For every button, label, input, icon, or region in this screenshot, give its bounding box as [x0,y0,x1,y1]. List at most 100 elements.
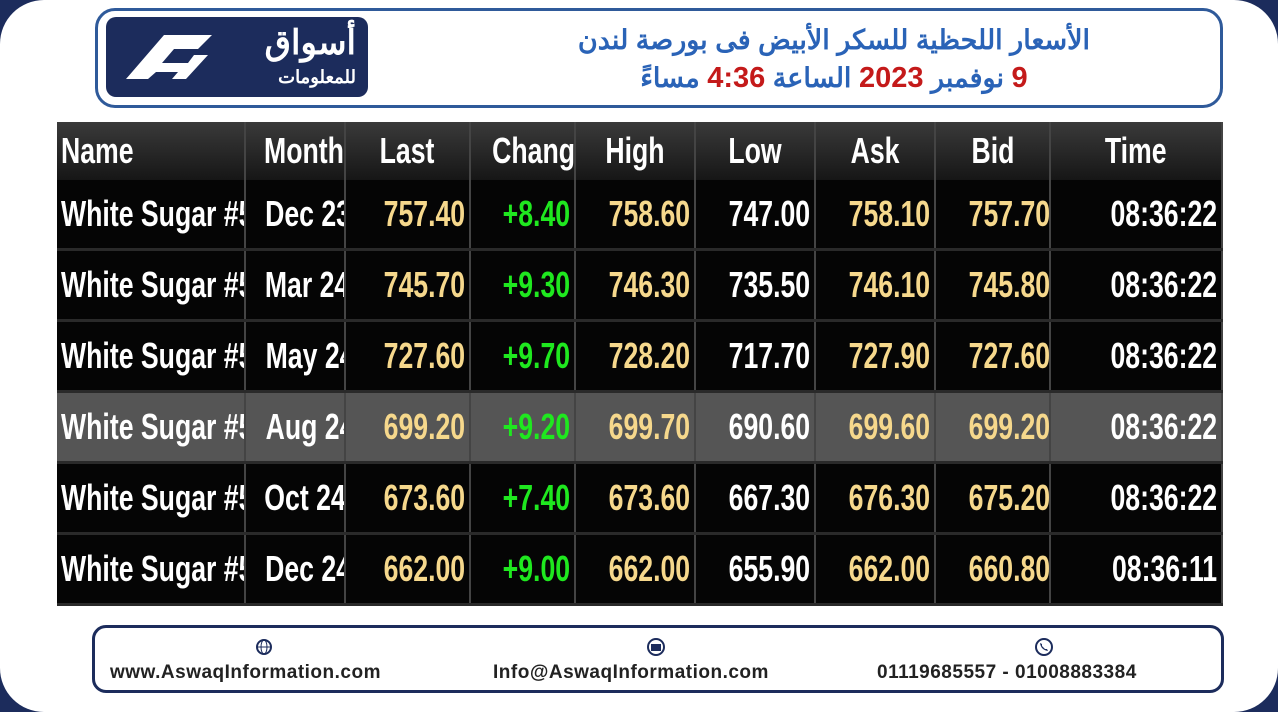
cell-text: 757.70 [968,193,1050,234]
cell-text: 717.70 [728,335,811,376]
table-cell: 673.60 [345,462,471,535]
cell-text: 757.40 [383,193,465,234]
table-cell: 08:36:22 [1050,320,1223,393]
cell-text: 667.30 [728,477,811,518]
cell-text: 08:36:22 [1110,406,1217,447]
cell-text: 758.60 [608,193,691,234]
table-cell: 746.30 [575,249,696,322]
cell-text: +9.30 [502,264,570,305]
table-cell: 675.20 [935,462,1051,535]
table-cell: 08:36:22 [1050,462,1223,535]
table-cell: 08:36:22 [1050,391,1223,464]
footer: www.AswaqInformation.com Info@AswaqInfor… [92,625,1224,693]
cell-text: 08:36:22 [1110,477,1217,518]
table-cell: 758.10 [815,180,936,251]
cell-text: 08:36:22 [1110,264,1217,305]
cell-text: 699.20 [968,406,1050,447]
table-cell: +8.40 [470,180,576,251]
column-header: Last [345,122,471,180]
cell-text: 660.80 [968,548,1050,589]
cell-text: Aug 24 [265,406,343,447]
table-cell: 727.60 [345,320,471,393]
cell-text: 08:36:11 [1111,548,1217,589]
header-text: Last [380,130,435,171]
column-header: Name [57,122,246,180]
title-part: 4:36 [707,62,766,94]
header-text: Time [1105,130,1167,171]
cell-text: Dec 24 [265,548,345,589]
table-cell: +9.00 [470,533,576,606]
cell-text: 727.60 [383,335,465,376]
title-line1: الأسعار اللحظية للسكر الأبيض فى بورصة لن… [577,25,1090,55]
cell-text: 673.60 [383,477,465,518]
website: www.AswaqInformation.com [110,662,381,683]
email: Info@AswaqInformation.com [493,662,769,683]
table-row: White Sugar #5 Dec 24 662.00 +9.00 662.00 655… [57,533,1223,606]
column-header: Change [470,122,576,180]
logo-icon [126,35,212,79]
cell-text: 699.70 [608,406,691,447]
cell-text: 746.10 [848,264,931,305]
column-header: Ask [815,122,936,180]
table-cell: 676.30 [815,462,936,535]
cell-text: 662.00 [848,548,931,589]
cell-text: 673.60 [608,477,691,518]
cell-text: May 24 [265,335,343,376]
header-text: Change [492,130,575,171]
table-cell: 662.00 [345,533,471,606]
table-cell: +7.40 [470,462,576,535]
table-cell: 673.60 [575,462,696,535]
cell-text: White Sugar #5 [61,264,245,305]
header-text: High [605,130,665,171]
cell-text: 758.10 [848,193,931,234]
table-cell: 746.10 [815,249,936,322]
phone-icon [1035,638,1053,656]
cell-text: 675.20 [968,477,1050,518]
title-part: 2023 [858,62,924,94]
table-cell: 745.70 [345,249,471,322]
cell-text: 727.90 [848,335,931,376]
table-cell: 699.20 [345,391,471,464]
cell-text: 735.50 [728,264,811,305]
price-table: Name Month Last Change High Low Ask Bid Time Whi… [57,122,1223,606]
table-cell: 699.60 [815,391,936,464]
cell-text: White Sugar #5 [61,477,245,518]
cell-text: 08:36:22 [1110,335,1217,376]
table-cell: White Sugar #5 [57,462,246,535]
table-cell: 745.80 [935,249,1051,322]
column-header: Month [245,122,346,180]
table-row: White Sugar #5 May 24 727.60 +9.70 728.20 717… [57,320,1223,393]
table-body: White Sugar #5 Dec 23 757.40 +8.40 758.60 747… [57,180,1223,606]
table-cell: 667.30 [695,462,816,535]
table-row: White Sugar #5 Oct 24 673.60 +7.40 673.60 667… [57,462,1223,535]
table-cell: 655.90 [695,533,816,606]
cell-text: 690.60 [728,406,811,447]
table-cell: 660.80 [935,533,1051,606]
table-cell: White Sugar #5 [57,320,246,393]
cell-text: Mar 24 [264,264,345,305]
email-icon [647,638,665,656]
cell-text: 655.90 [728,548,811,589]
table-cell: White Sugar #5 [57,180,246,251]
header-text: Month [264,130,344,171]
cell-text: +7.40 [502,477,570,518]
table-cell: Oct 24 [245,462,346,535]
table-cell: 747.00 [695,180,816,251]
cell-text: 727.60 [968,335,1050,376]
column-header: Low [695,122,816,180]
table-cell: 662.00 [575,533,696,606]
table-cell: 757.70 [935,180,1051,251]
table-cell: 690.60 [695,391,816,464]
cell-text: 747.00 [728,193,811,234]
title-part: الساعة [772,63,852,93]
cell-text: 745.80 [968,264,1050,305]
table-cell: 758.60 [575,180,696,251]
cell-text: 676.30 [848,477,931,518]
table-cell: 728.20 [575,320,696,393]
cell-text: 746.30 [608,264,691,305]
cell-text: 662.00 [608,548,691,589]
table-cell: Dec 24 [245,533,346,606]
table-cell: 727.90 [815,320,936,393]
table-cell: 757.40 [345,180,471,251]
cell-text: 08:36:22 [1110,193,1217,234]
